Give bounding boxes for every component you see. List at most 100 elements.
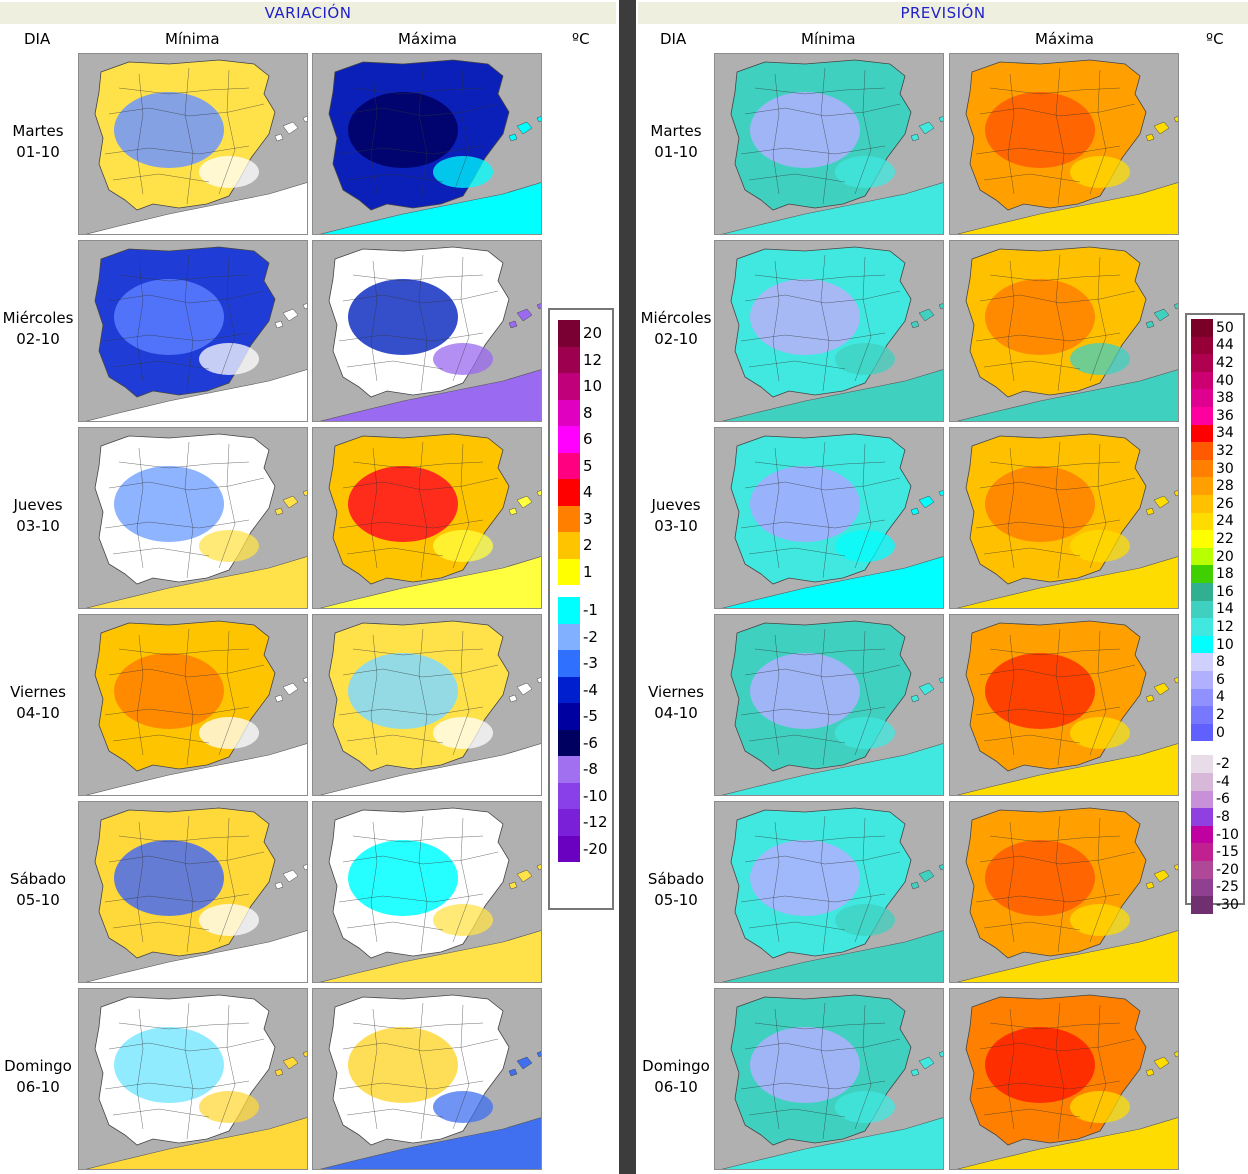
balearic-island [302, 1051, 307, 1058]
north-africa [721, 743, 943, 795]
balearic-island [282, 308, 299, 322]
field-secondary [1070, 904, 1130, 936]
province-border [346, 360, 444, 370]
legend-entry: 6 [1187, 671, 1243, 689]
legend-entry: -10 [550, 782, 612, 809]
province-border [983, 547, 1081, 557]
map-graphic [950, 428, 1178, 608]
balearic-island [302, 303, 307, 310]
legend-label: 3 [583, 509, 593, 528]
province-border [452, 630, 470, 756]
legend-swatch [1191, 755, 1213, 773]
province-border [979, 477, 1136, 491]
legend-entry: 20 [1187, 547, 1243, 566]
legend-label: -15 [1216, 844, 1239, 861]
balearic-island [938, 677, 943, 684]
province-border [118, 274, 250, 282]
legend-swatch [1191, 825, 1213, 844]
north-africa [319, 1117, 541, 1169]
province-border [748, 921, 846, 931]
province-border [136, 634, 144, 756]
field-core [985, 1027, 1095, 1103]
legend-entry: 4 [550, 479, 612, 506]
map-graphic [79, 802, 307, 982]
legend-label: 10 [583, 377, 603, 396]
province-border [370, 1008, 378, 1130]
map-maxima [312, 614, 542, 796]
legend-entry: -4 [1187, 773, 1243, 791]
legend-swatch [1191, 319, 1213, 337]
province-border [352, 461, 484, 469]
province-border [1089, 1004, 1107, 1130]
province-border [754, 274, 886, 282]
legend-entry: 40 [1187, 371, 1243, 390]
province-border [740, 706, 886, 716]
day-date: 03-10 [16, 517, 60, 535]
legend-label: 0 [1216, 724, 1225, 741]
legend-swatch [1191, 389, 1213, 407]
field-secondary [433, 530, 493, 562]
balearic-island [508, 1068, 518, 1077]
balearic-island [1145, 133, 1155, 142]
balearic-island [508, 694, 518, 703]
legend-swatch [558, 782, 580, 809]
legend-entry: 2 [1187, 706, 1243, 724]
balearic-island [910, 694, 920, 703]
col-head-maxima: Máxima [398, 30, 457, 48]
balearic-island [516, 308, 533, 322]
legend-swatch [1191, 671, 1213, 689]
map-graphic [950, 615, 1178, 795]
balearic-island [508, 507, 518, 516]
province-border [118, 461, 250, 469]
legend-swatch [558, 585, 580, 597]
balearic-island [274, 881, 284, 890]
province-border [772, 260, 780, 382]
map-graphic [950, 802, 1178, 982]
field-secondary [433, 904, 493, 936]
col-head-dia: DIA [24, 30, 51, 48]
map-minima [78, 988, 308, 1170]
legend-entry: 44 [1187, 336, 1243, 355]
legend-swatch [1191, 424, 1213, 443]
legend-entry: 24 [1187, 512, 1243, 531]
legend-label: -4 [583, 680, 598, 699]
field-secondary [835, 343, 895, 375]
legend-entry: 32 [1187, 442, 1243, 460]
legend-entry: -2 [550, 623, 612, 650]
legend-entry: 30 [1187, 459, 1243, 478]
legend-label: 32 [1216, 442, 1234, 459]
field-core [114, 653, 224, 729]
day-date: 04-10 [654, 704, 698, 722]
section-title-prevision: PREVISIÓN [638, 2, 1248, 24]
map-minima [714, 240, 944, 422]
field-core [750, 279, 860, 355]
legend-entry: 2 [550, 532, 612, 559]
legend-label: 20 [583, 324, 603, 343]
field-secondary [1070, 156, 1130, 188]
north-africa [85, 743, 307, 795]
north-africa [319, 930, 541, 982]
north-africa [85, 182, 307, 234]
day-name: Sábado [9, 870, 67, 888]
province-border [1007, 73, 1015, 195]
field-secondary [1070, 530, 1130, 562]
day-date: 01-10 [654, 143, 698, 161]
day-date: 04-10 [16, 704, 60, 722]
legend-swatch [558, 558, 580, 585]
province-border [108, 290, 265, 304]
north-africa [956, 556, 1178, 608]
balearic-island [918, 308, 935, 322]
map-graphic [715, 54, 943, 234]
field-core [348, 840, 458, 916]
map-minima [714, 614, 944, 796]
col-head-maxima: Máxima [1035, 30, 1094, 48]
balearic-island [918, 1056, 935, 1070]
legend-entry: -3 [550, 650, 612, 677]
map-graphic [950, 241, 1178, 421]
province-border [112, 173, 210, 183]
province-border [983, 734, 1081, 744]
legend-swatch [558, 756, 580, 783]
province-border [744, 851, 901, 865]
province-border [118, 1022, 250, 1030]
balearic-island [938, 864, 943, 871]
